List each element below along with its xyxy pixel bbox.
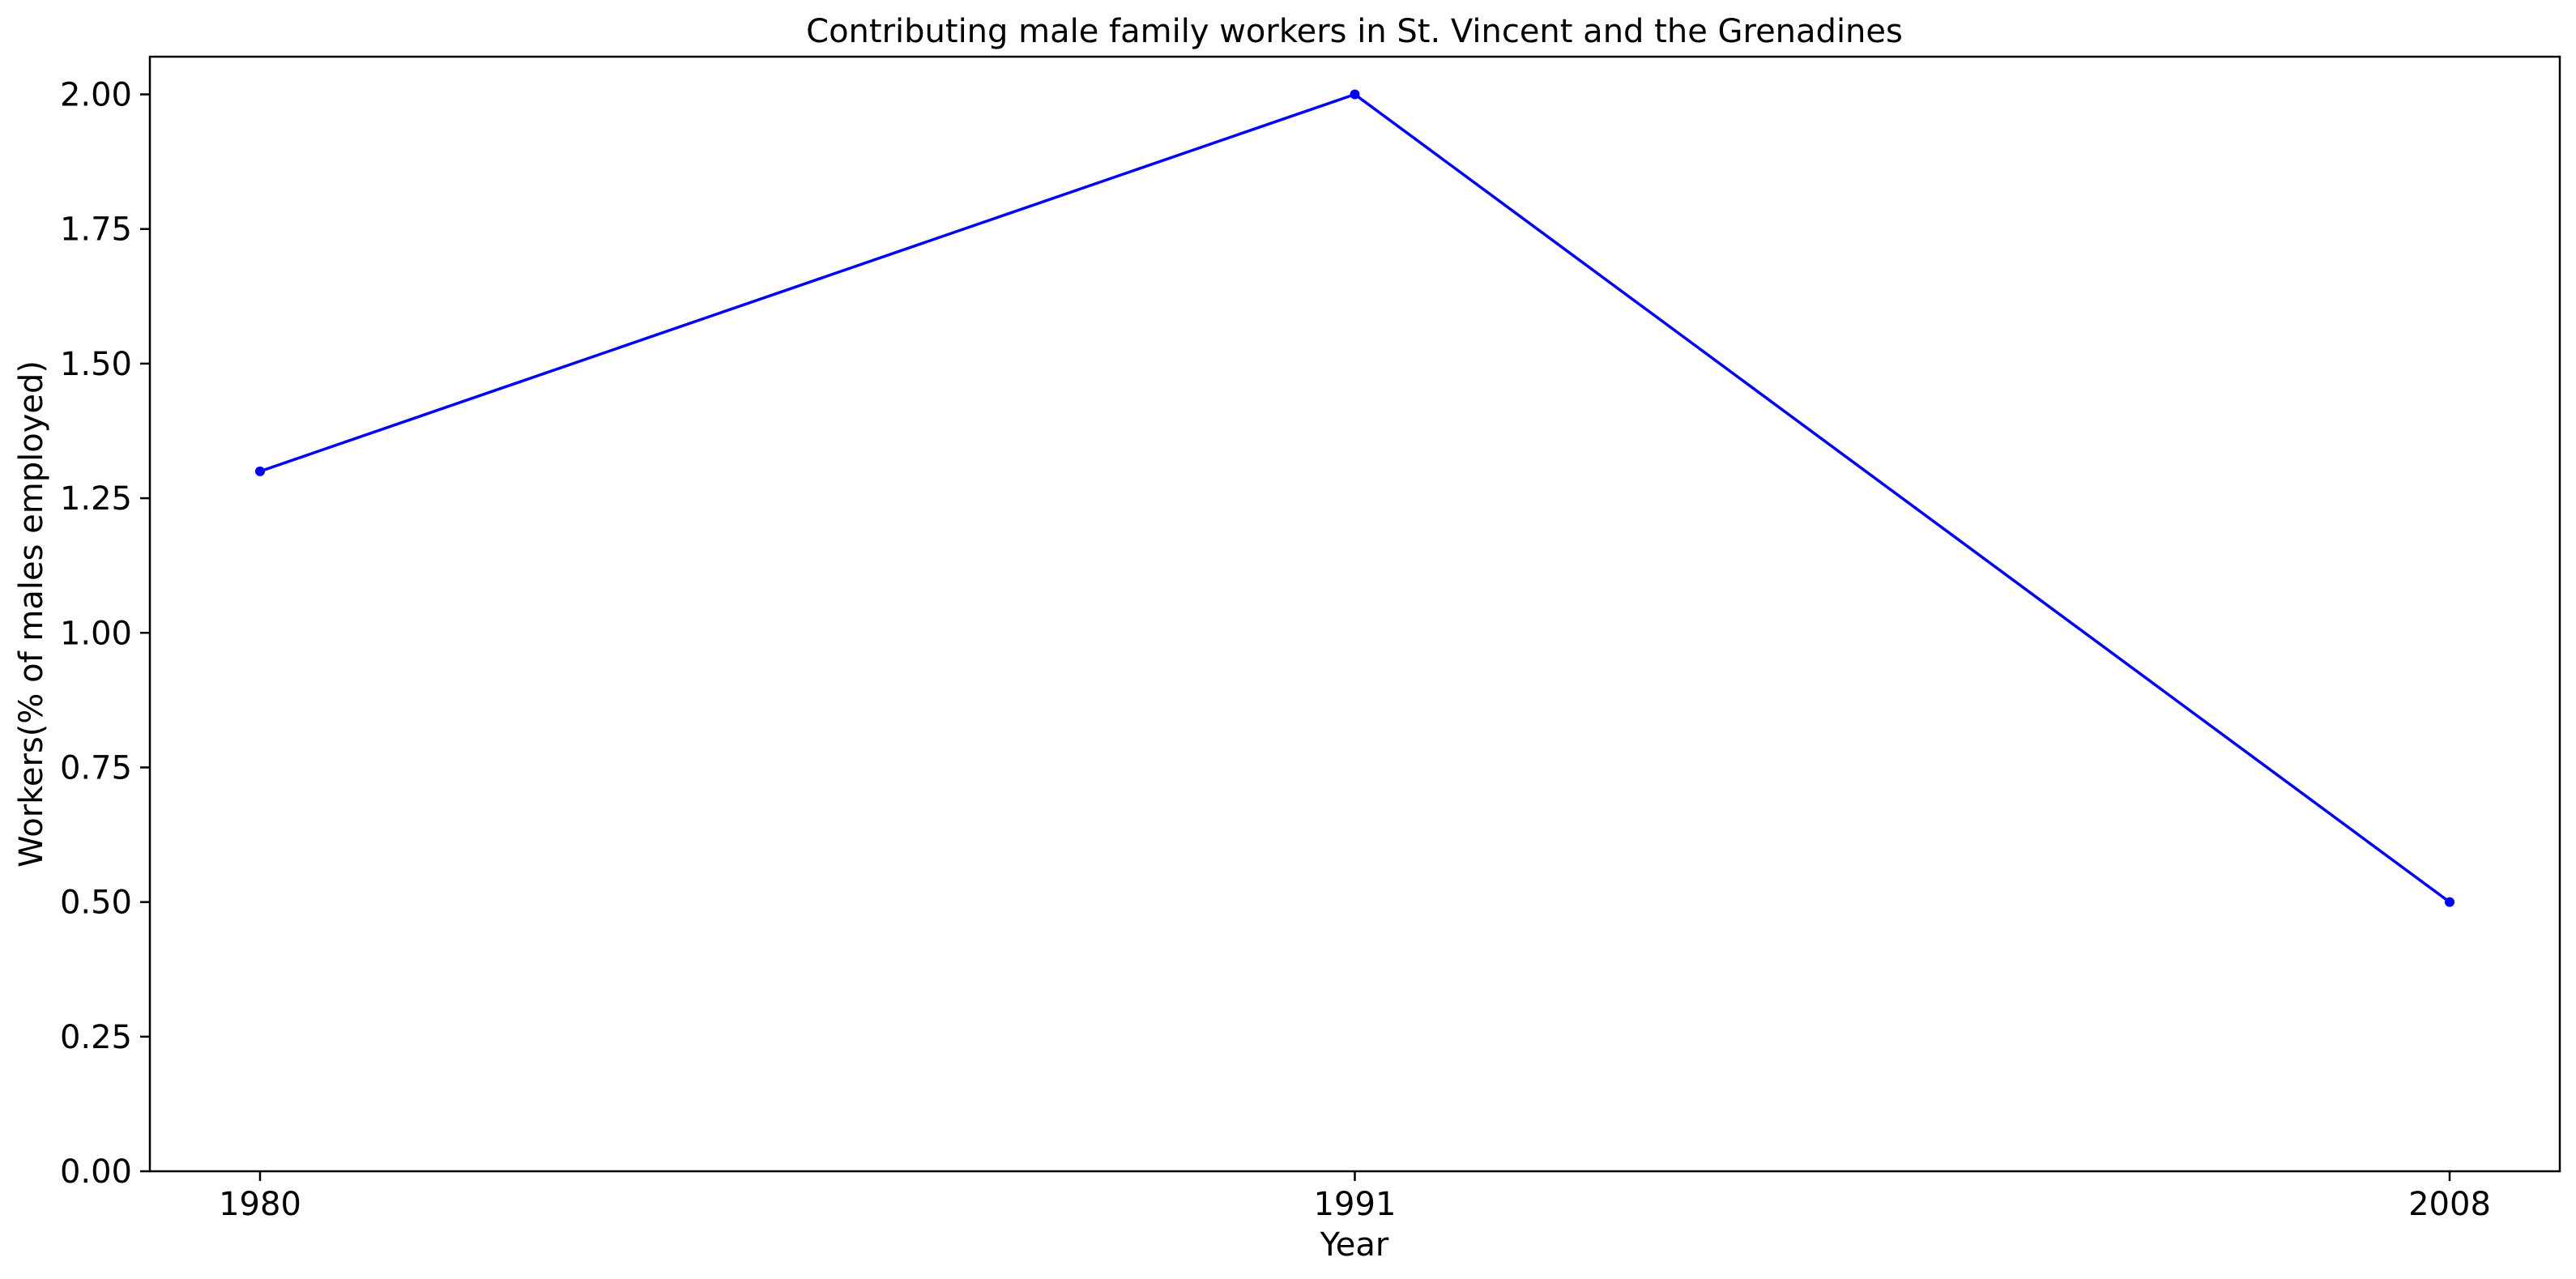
- x-axis-label: Year: [1320, 1226, 1389, 1264]
- x-axis-ticks: 1980 1991 2008: [219, 1171, 2491, 1223]
- plot-area-frame: [148, 55, 2561, 1173]
- y-tick-label: 2.00: [60, 77, 132, 114]
- y-tick-label: 1.25: [60, 480, 132, 518]
- y-tick-label: 0.50: [60, 885, 132, 922]
- x-tick-label: 1980: [219, 1186, 301, 1223]
- data-point: [255, 466, 265, 476]
- y-tick-label: 1.75: [60, 211, 132, 249]
- x-tick-label: 2008: [2408, 1186, 2491, 1223]
- data-point: [1350, 89, 1360, 100]
- y-tick-label: 0.00: [60, 1153, 132, 1191]
- y-tick-label: 1.00: [60, 615, 132, 652]
- data-point: [2445, 897, 2454, 907]
- series-line-group: [255, 89, 2454, 907]
- y-tick-label: 1.50: [60, 346, 132, 383]
- y-tick-label: 0.25: [60, 1019, 132, 1056]
- y-tick-label: 0.75: [60, 749, 132, 787]
- chart-title: Contributing male family workers in St. …: [806, 13, 1903, 50]
- y-axis-label: Workers(% of males employed): [13, 360, 50, 868]
- y-axis-ticks: 0.00 0.25 0.50 0.75 1.00 1.25 1.50 1.75 2.00: [60, 77, 150, 1191]
- x-tick-label: 1991: [1314, 1186, 1397, 1223]
